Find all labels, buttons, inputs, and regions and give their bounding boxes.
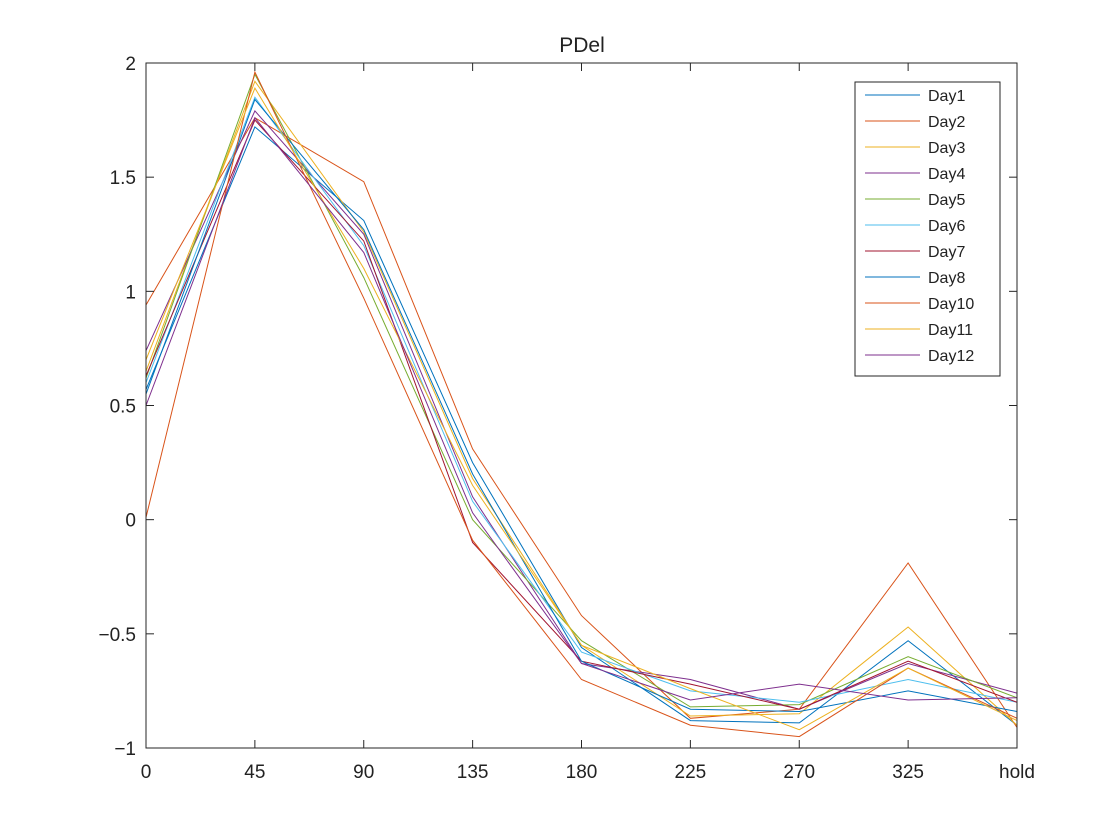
x-tick-label: 135 [457, 762, 489, 783]
x-tick-label: 325 [892, 762, 924, 783]
x-tick-label: 0 [141, 762, 152, 783]
y-tick-label: 1 [125, 282, 136, 303]
y-tick-label: 0.5 [110, 397, 136, 418]
series-layer [145, 70, 1018, 738]
series-line-0 [145, 126, 1018, 726]
x-tick-label: 45 [244, 762, 265, 783]
legend-label: Day7 [928, 244, 965, 261]
x-tick-label: 90 [353, 762, 374, 783]
x-tick-label: 225 [675, 762, 707, 783]
y-tick-label: 0 [125, 511, 136, 532]
x-tick-label: 270 [783, 762, 815, 783]
y-tick-label: −1 [114, 739, 136, 760]
chart-title: PDel [559, 34, 605, 57]
y-tick-label: 1.5 [110, 168, 136, 189]
legend-label: Day3 [928, 140, 965, 157]
legend-label: Day10 [928, 296, 974, 313]
y-tick-label: −0.5 [98, 625, 136, 646]
legend-box [854, 81, 1001, 377]
y-tick-label: 2 [125, 54, 136, 75]
x-tick-label: 180 [566, 762, 598, 783]
tick-layer: 0 45 90 135 180 225 270 325 hold −1 −0.5 0 0.5 1 1.5 2 [98, 54, 1034, 783]
legend: Day1 Day2 Day3 Day4 Day5 Day6 Day7 Day8 Day10 Day… [854, 81, 1001, 377]
legend-label: Day4 [928, 166, 965, 183]
legend-label: Day5 [928, 192, 965, 209]
legend-label: Day1 [928, 88, 965, 105]
series-line-10 [145, 116, 1018, 701]
x-tick-label: hold [999, 762, 1035, 783]
legend-label: Day8 [928, 270, 965, 287]
series-line-1 [145, 117, 1018, 728]
series-line-9 [145, 86, 1018, 731]
legend-label: Day11 [928, 322, 973, 339]
legend-label: Day6 [928, 218, 965, 235]
legend-label: Day12 [928, 348, 974, 365]
series-line-7 [145, 98, 1018, 713]
legend-label: Day2 [928, 114, 965, 131]
